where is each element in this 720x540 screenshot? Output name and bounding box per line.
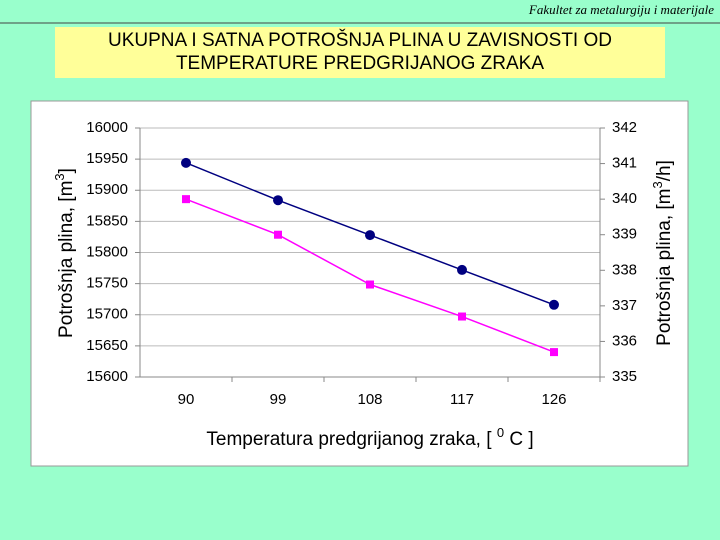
x-tick-label: 126 xyxy=(541,391,566,408)
y2-tick-label: 336 xyxy=(612,332,637,349)
marker xyxy=(365,230,375,241)
marker xyxy=(274,230,282,239)
y2-axis-label: Potrošnja plina, [m3/h] xyxy=(650,160,675,346)
x-tick-label: 90 xyxy=(178,391,195,408)
x-axis-label: Temperatura predgrijanog zraka, [ 0 C ] xyxy=(206,425,533,450)
y-tick-label: 15950 xyxy=(86,150,128,167)
chart-title: UKUPNA I SATNA POTROŠNJA PLINA U ZAVISNO… xyxy=(108,29,612,51)
y-tick-label: 15900 xyxy=(86,181,128,198)
y2-axis-label-part: /h] xyxy=(654,160,675,181)
y2-axis-label-part: Potrošnja plina, [m xyxy=(654,189,675,346)
marker xyxy=(182,195,190,204)
y2-tick-label: 337 xyxy=(612,297,637,314)
y2-tick-label: 341 xyxy=(612,155,637,172)
header: Fakultet za metalurgiju i materijale xyxy=(528,2,714,17)
x-tick-label: 117 xyxy=(450,391,474,408)
y2-tick-label: 339 xyxy=(612,226,637,243)
x-tick-label: 108 xyxy=(357,391,382,408)
marker xyxy=(273,195,283,206)
title-box xyxy=(55,27,665,78)
y-tick-label: 15850 xyxy=(86,212,128,229)
y2-axis-label-sup: 3 xyxy=(650,181,665,188)
y-tick-label: 15600 xyxy=(86,368,128,385)
y-tick-label: 15650 xyxy=(86,337,128,354)
marker xyxy=(458,312,466,321)
x-axis-label-part: Temperatura predgrijanog zraka, [ xyxy=(206,429,496,450)
y-axis-label-sup: 3 xyxy=(52,173,67,180)
y-tick-label: 16000 xyxy=(86,119,128,136)
y2-tick-label: 342 xyxy=(612,119,637,136)
y-axis-label-part: Potrošnja plina, [m xyxy=(56,181,77,338)
y-tick-label: 15750 xyxy=(86,275,128,292)
y2-tick-label: 340 xyxy=(612,190,637,207)
chart-title: TEMPERATURE PREDGRIJANOG ZRAKA xyxy=(176,53,544,74)
y-tick-label: 15800 xyxy=(86,243,128,260)
marker xyxy=(550,348,558,357)
y-axis-label: Potrošnja plina, [m3] xyxy=(52,168,77,338)
y-tick-label: 15700 xyxy=(86,306,128,323)
x-tick-label: 99 xyxy=(270,391,287,408)
y-axis-label-part: ] xyxy=(56,168,77,173)
y2-tick-label: 335 xyxy=(612,368,637,385)
marker xyxy=(181,157,191,168)
y2-tick-label: 338 xyxy=(612,261,637,278)
x-axis-label-part: C ] xyxy=(504,429,534,450)
x-axis-label-sup: 0 xyxy=(497,425,504,440)
marker xyxy=(366,280,374,289)
marker xyxy=(549,299,559,310)
marker xyxy=(457,264,467,275)
